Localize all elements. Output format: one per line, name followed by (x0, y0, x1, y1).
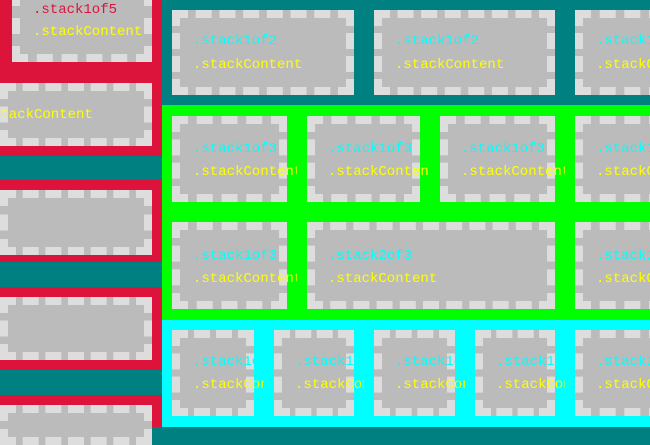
left-separator (0, 156, 162, 180)
stack-label: .stack1of3 (461, 141, 546, 157)
stack-content: .stackContent (193, 377, 264, 393)
stack-box (307, 116, 420, 202)
stack-content: .stackContent (193, 164, 297, 180)
stack-label: .stack1of5 (33, 2, 118, 18)
stack-label: .stack1of2 (596, 33, 650, 49)
stack-box (575, 10, 650, 95)
stack-label: .stack1of5 (395, 354, 465, 370)
stack-label: .stack1of2 (395, 33, 480, 49)
stack-content: .stackContent (395, 57, 505, 73)
stack-content: .stackContent (461, 164, 565, 180)
stack-label: .stack1of3 (328, 141, 413, 157)
stack-label: .stack1of2 (193, 33, 278, 49)
stack-box (374, 330, 455, 416)
stack-content: .stackContent (295, 377, 364, 393)
stack-box (0, 190, 152, 255)
stack-content: .stackContent (395, 377, 465, 393)
stack-content: stackContent (0, 107, 93, 123)
stack-label: .stack1of3 (596, 141, 650, 157)
stack-content: .stackContent (596, 271, 650, 287)
stack-box (575, 222, 650, 309)
stack-box (0, 297, 152, 360)
stack-box (0, 83, 152, 146)
stack-box (575, 116, 650, 202)
stack-box (475, 330, 555, 416)
left-separator (0, 262, 162, 287)
stack-box (440, 116, 555, 202)
stack-content: .stackContent (596, 164, 650, 180)
stack-box (0, 405, 152, 445)
stack-content: .stackContent (193, 271, 297, 287)
stack-box (274, 330, 354, 416)
stack-label: .stack2of3 (328, 248, 413, 264)
stack-box (172, 330, 254, 416)
stack-content: .stackContent (596, 57, 650, 73)
stack-box (172, 222, 287, 309)
stack-box (374, 10, 555, 95)
left-separator (0, 370, 162, 395)
stack-box (172, 10, 354, 95)
stack-content: .stackContent (328, 271, 438, 287)
stack-content: .stackContent (328, 164, 430, 180)
stack-label: .stack1of3 (193, 141, 278, 157)
stack-label: .stack1of3 (596, 248, 650, 264)
stack-box (12, 0, 152, 62)
stack-content: .stackContent (496, 377, 565, 393)
stack-label: .stack1of5 (596, 354, 650, 370)
stack-box (575, 330, 650, 416)
stack-box (172, 116, 287, 202)
stack-box (307, 222, 555, 309)
stack-label: .stack1of5 (496, 354, 565, 370)
stack-content: .stackContent (33, 24, 143, 40)
stack-content: .stackContent (193, 57, 303, 73)
stack-label: .stack1of3 (193, 248, 278, 264)
stack-label: .stack1of5 (193, 354, 264, 370)
stack-label: .stack1of5 (295, 354, 364, 370)
stack-content: .stackContent (596, 377, 650, 393)
